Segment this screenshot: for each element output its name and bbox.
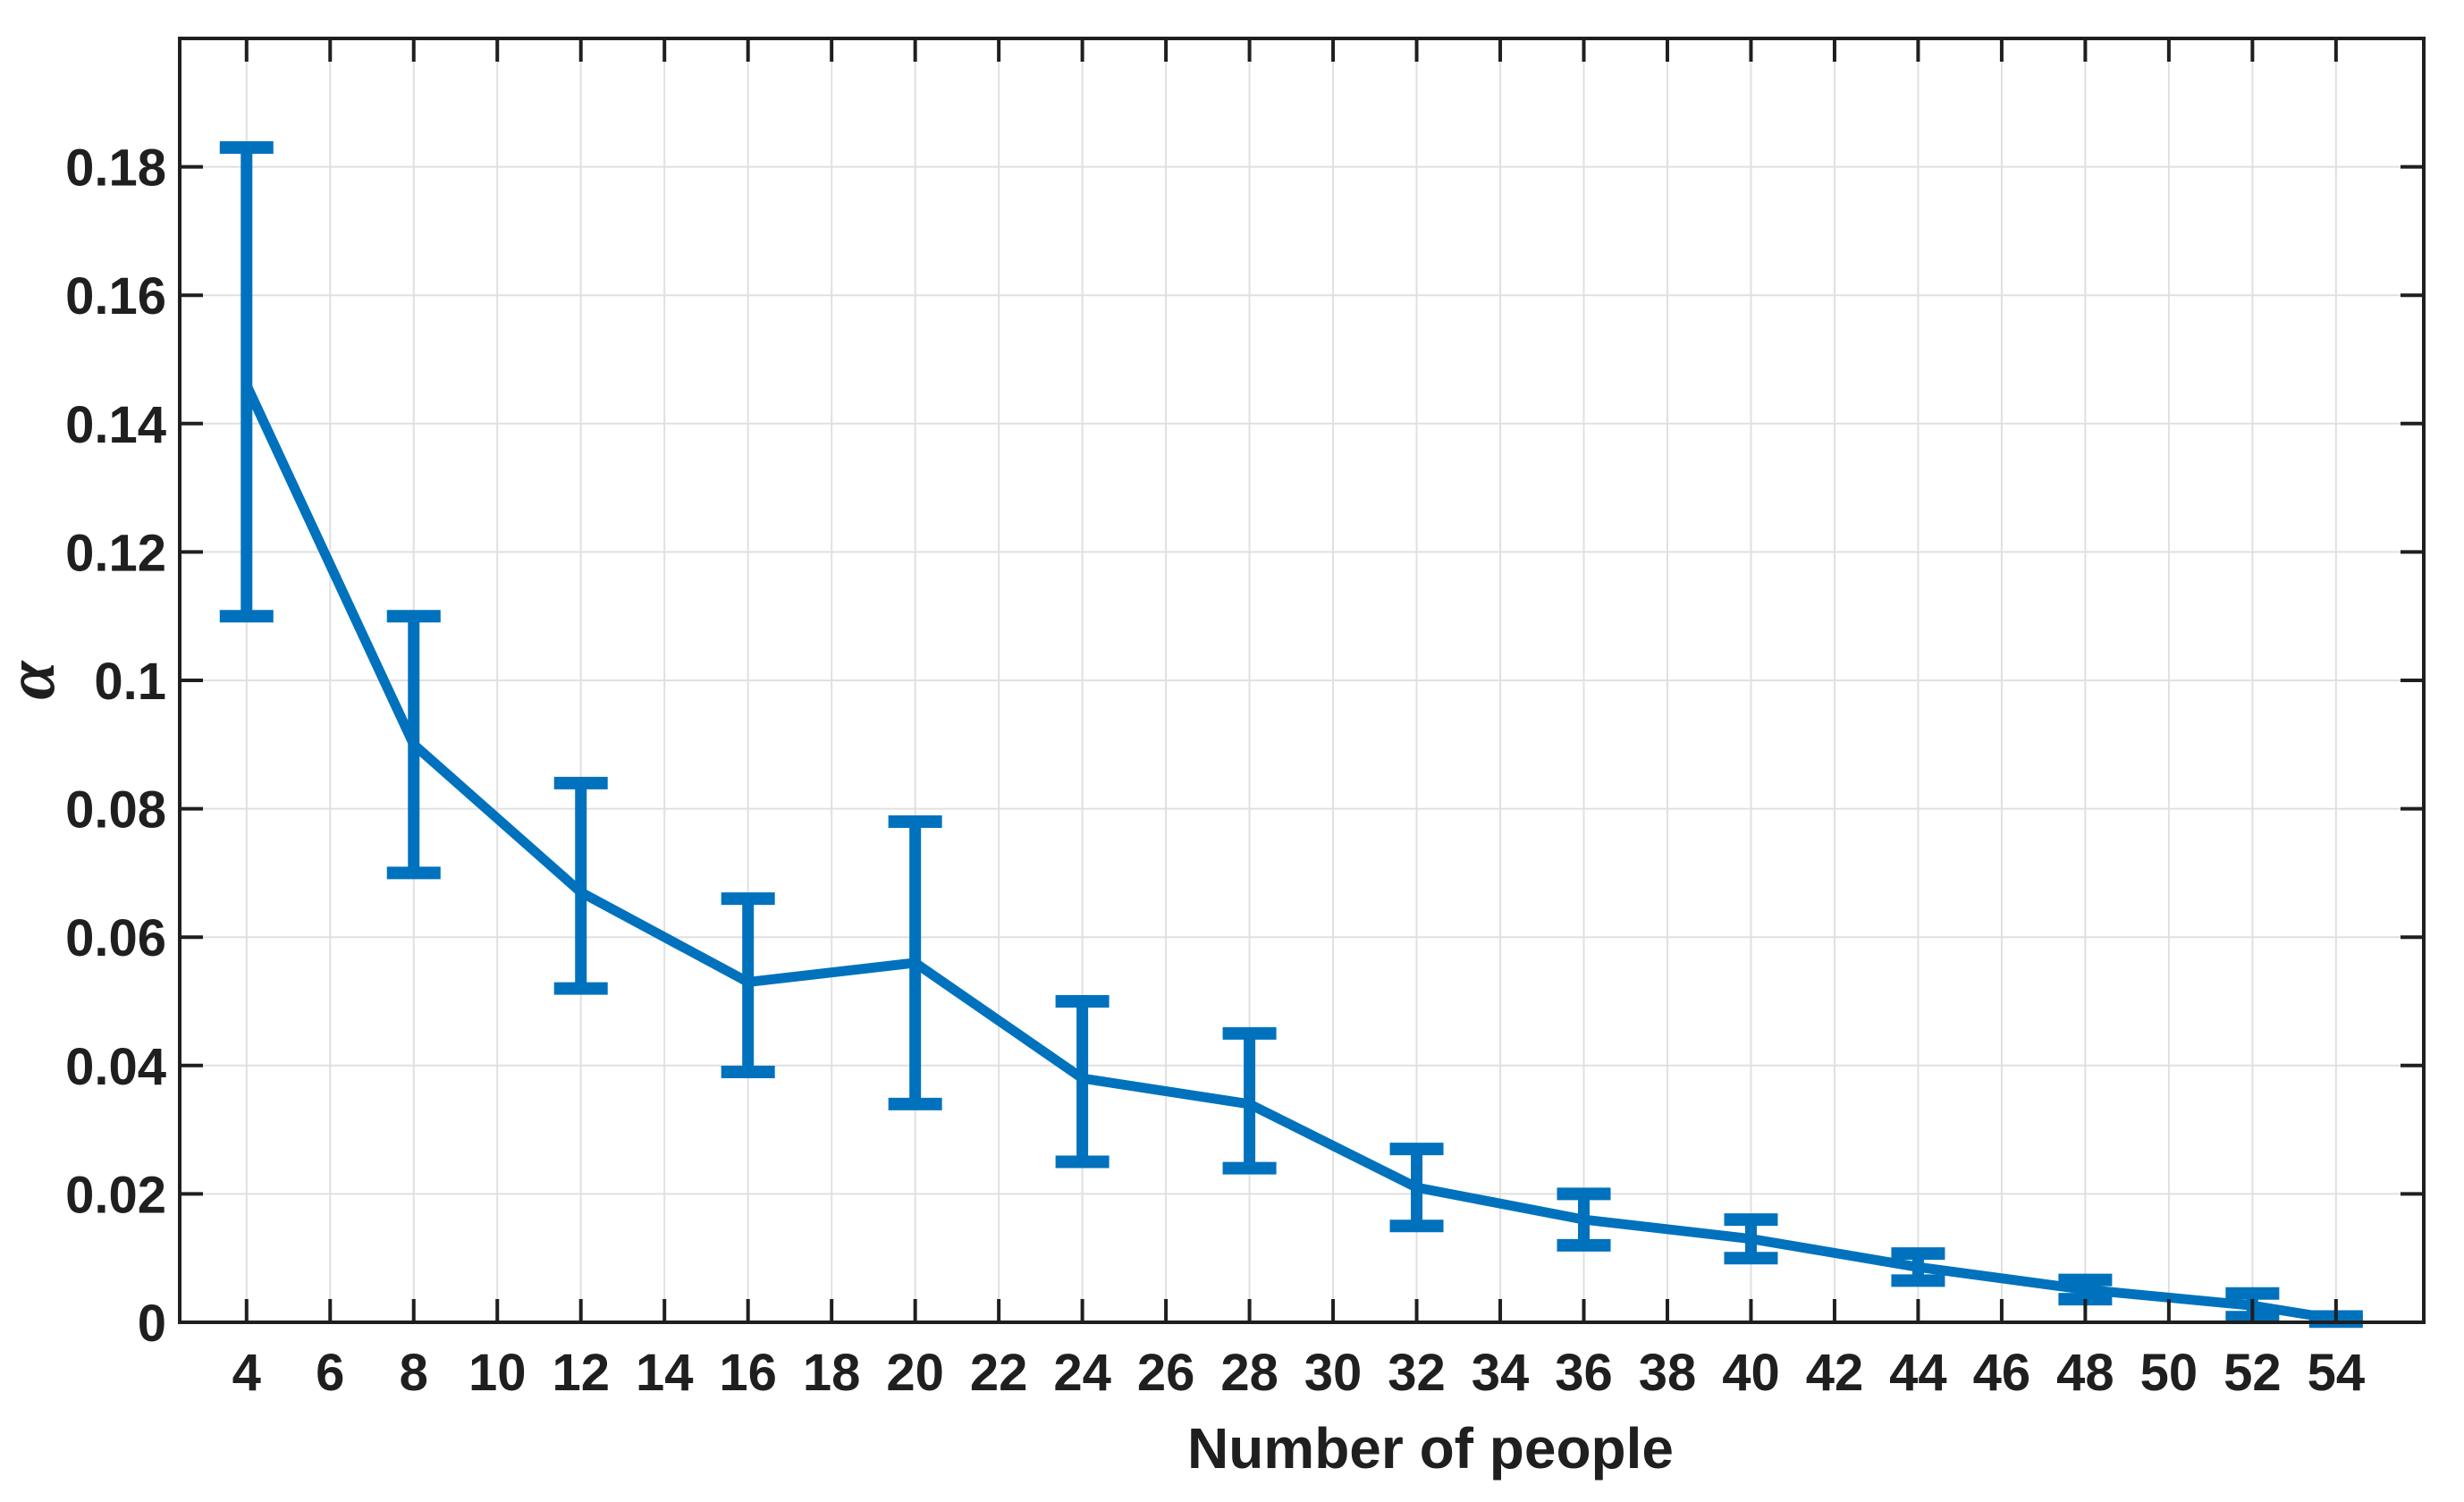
x-tick-label: 24: [1053, 1344, 1111, 1402]
y-tick-label: 0.18: [65, 139, 166, 198]
y-tick-label: 0.04: [65, 1038, 166, 1096]
x-tick-label: 8: [400, 1344, 428, 1402]
x-tick-label: 46: [1973, 1344, 2031, 1402]
x-tick-label: 40: [1722, 1344, 1780, 1402]
tick-label-layer: 4 6 8 10 12 14 16 18 20 22 24 26 28 30 32 34 36 38 40 42 44 4…: [65, 139, 2365, 1402]
y-tick-label: 0.14: [65, 396, 166, 454]
x-tick-label: 22: [970, 1344, 1028, 1402]
x-tick-label: 48: [2056, 1344, 2114, 1402]
x-tick-label: 10: [468, 1344, 527, 1402]
x-tick-label: 26: [1137, 1344, 1195, 1402]
x-tick-label: 28: [1220, 1344, 1278, 1402]
y-tick-label: 0: [138, 1295, 166, 1353]
x-tick-label: 44: [1889, 1344, 1947, 1402]
y-tick-label: 0.16: [65, 267, 166, 325]
x-tick-label: 42: [1806, 1344, 1864, 1402]
x-tick-label: 20: [886, 1344, 944, 1402]
y-axis-label: α: [0, 660, 69, 700]
x-tick-label: 50: [2140, 1344, 2198, 1402]
x-tick-label: 32: [1388, 1344, 1446, 1402]
x-tick-label: 4: [232, 1344, 261, 1402]
y-tick-label: 0.06: [65, 909, 166, 967]
y-tick-label: 0.1: [94, 653, 166, 711]
data-layer: [219, 141, 2363, 1329]
x-tick-label: 38: [1639, 1344, 1697, 1402]
y-tick-label: 0.02: [65, 1166, 166, 1224]
x-tick-label: 34: [1472, 1344, 1530, 1402]
y-tick-label: 0.12: [65, 524, 166, 582]
axis-layer: [178, 37, 2426, 1324]
x-tick-label: 18: [803, 1344, 861, 1402]
x-tick-label: 14: [636, 1344, 694, 1402]
x-tick-label: 6: [316, 1344, 344, 1402]
x-tick-label: 54: [2308, 1344, 2366, 1402]
x-tick-label: 36: [1555, 1344, 1613, 1402]
x-tick-label: 12: [552, 1344, 610, 1402]
x-tick-label: 52: [2224, 1344, 2282, 1402]
x-axis-label: Number of people: [1187, 1416, 1674, 1481]
x-tick-label: 16: [719, 1344, 777, 1402]
x-tick-label: 30: [1304, 1344, 1363, 1402]
y-tick-label: 0.08: [65, 781, 166, 840]
data-series-line: [241, 383, 2337, 1324]
grid-layer: [180, 38, 2424, 1322]
